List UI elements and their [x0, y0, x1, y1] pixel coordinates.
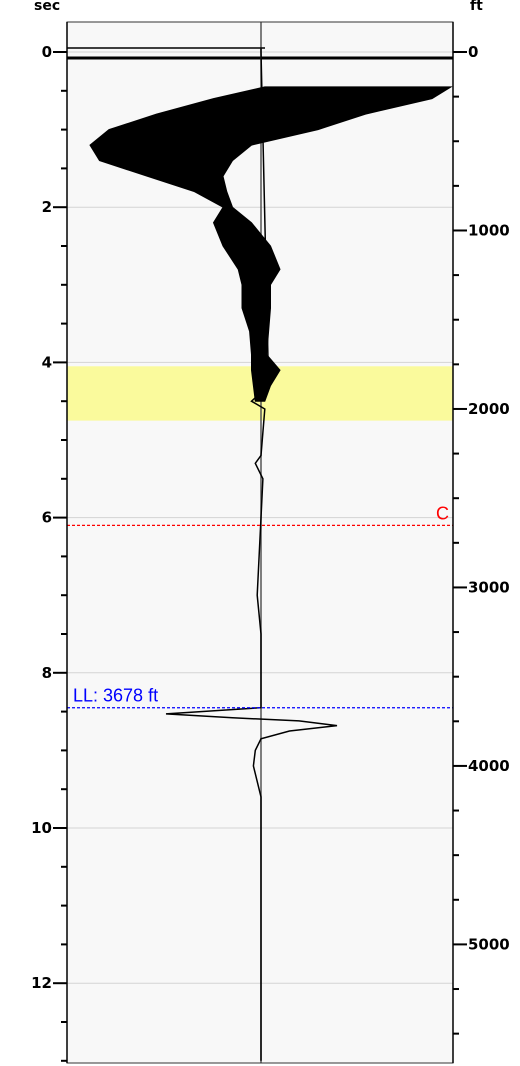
left-tick-label: 12	[31, 974, 52, 992]
trace-wiggle	[165, 47, 338, 1061]
trace-noise-envelope	[89, 86, 453, 402]
marker-label: C	[436, 503, 449, 523]
top-reference-lines	[67, 47, 453, 60]
left-tick-label: 10	[31, 819, 52, 837]
left-tick-label: 0	[42, 43, 52, 61]
right-axis-unit: ft	[470, 0, 483, 14]
left-axis: 0 2 4 6 8 10 12	[31, 22, 68, 1063]
left-tick-label: 2	[42, 198, 52, 216]
left-tick-label: 4	[42, 353, 52, 371]
right-tick-label: 3000	[468, 578, 510, 596]
marker-label: LL: 3678 ft	[73, 686, 158, 706]
left-axis-unit: sec	[34, 0, 60, 14]
left-tick-label: 8	[42, 664, 52, 682]
right-axis: 0 1000 2000 3000 4000 5000	[452, 22, 510, 1063]
left-tick-label: 6	[42, 509, 52, 527]
marker-lines: C LL: 3678 ft	[67, 503, 453, 709]
right-tick-label: 0	[468, 43, 478, 61]
right-tick-label: 4000	[468, 757, 510, 775]
right-tick-label: 5000	[468, 935, 510, 953]
right-tick-label: 1000	[468, 221, 510, 239]
right-tick-label: 2000	[468, 400, 510, 418]
